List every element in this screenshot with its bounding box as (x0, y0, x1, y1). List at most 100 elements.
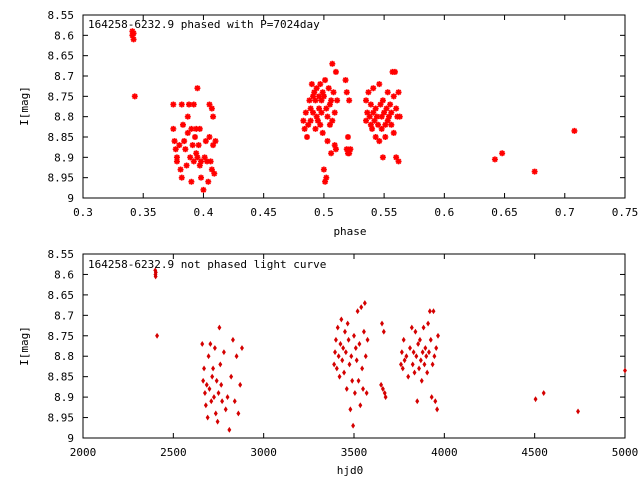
data-point (193, 125, 200, 132)
data-point (206, 134, 213, 140)
data-point (334, 97, 341, 104)
data-point (372, 105, 379, 112)
data-point (204, 158, 211, 165)
x-tick-label: 3000 (250, 446, 277, 459)
data-point (331, 142, 338, 149)
data-point (365, 336, 370, 343)
data-point (422, 361, 427, 368)
x-tick-label: 0.45 (250, 206, 277, 219)
data-point (307, 105, 314, 112)
data-point (210, 113, 217, 120)
data-point (341, 345, 346, 351)
data-point (409, 324, 414, 331)
data-point (208, 166, 215, 173)
data-point (417, 336, 422, 343)
y-tick-label: 8.9 (54, 151, 74, 164)
data-point (419, 377, 424, 384)
data-point (406, 373, 411, 380)
data-point (221, 349, 226, 356)
data-point (218, 361, 223, 368)
data-point (352, 332, 356, 339)
y-tick-label: 8.6 (54, 268, 74, 281)
data-point (225, 394, 230, 401)
data-point (171, 138, 178, 145)
data-point (421, 324, 426, 331)
data-point (187, 154, 194, 161)
data-point (172, 146, 179, 153)
data-point (343, 89, 350, 96)
data-point (379, 97, 386, 104)
data-point (382, 390, 387, 396)
data-point (223, 406, 228, 413)
y-tick-label: 9 (67, 432, 74, 445)
data-point (384, 89, 391, 96)
data-point (208, 341, 213, 347)
data-point (210, 373, 215, 380)
data-point (361, 328, 366, 335)
data-point (323, 105, 330, 112)
data-point (376, 138, 383, 145)
data-point (333, 349, 337, 356)
x-tick-label: 0.4 (194, 206, 214, 219)
y-tick-label: 8.95 (48, 172, 75, 185)
x-tick-label: 0.55 (371, 206, 398, 219)
data-point (190, 158, 197, 165)
data-point (417, 365, 422, 372)
data-point (436, 332, 440, 339)
data-point (388, 109, 395, 116)
data-point (350, 377, 355, 384)
data-point (401, 336, 406, 343)
data-point (326, 121, 333, 128)
data-point (190, 101, 197, 108)
data-point (433, 398, 438, 405)
data-point (399, 361, 403, 368)
data-point (415, 398, 420, 405)
data-point (424, 353, 429, 360)
data-point (332, 68, 339, 75)
phased-light-curve-panel: 164258-6232.9 phased with P=7024day phas… (18, 9, 638, 238)
data-point (427, 349, 431, 356)
data-point (623, 367, 627, 374)
data-point (313, 113, 320, 120)
data-point (201, 377, 206, 384)
data-point (381, 328, 386, 335)
data-point (211, 365, 216, 372)
data-point (380, 385, 385, 392)
x-tick-label: 2000 (70, 446, 97, 459)
data-point (202, 390, 207, 396)
data-point (205, 178, 212, 185)
data-point (234, 353, 239, 360)
data-point (240, 345, 244, 351)
data-point (381, 109, 388, 116)
data-point (385, 113, 392, 120)
data-point (430, 361, 435, 368)
data-point (179, 121, 186, 128)
data-point (318, 109, 325, 116)
data-point (363, 117, 370, 124)
data-point (317, 81, 324, 88)
data-point (431, 308, 436, 315)
data-point (347, 361, 352, 368)
plot-frame (82, 14, 626, 199)
data-point (393, 105, 400, 112)
data-point (184, 129, 191, 136)
data-point (328, 150, 335, 157)
data-point (153, 269, 158, 276)
y-tick-label: 8.75 (48, 90, 75, 103)
data-point (173, 154, 180, 161)
data-point (347, 146, 354, 153)
data-point (173, 158, 180, 165)
data-point (196, 125, 203, 132)
data-point (429, 394, 434, 401)
data-point (541, 390, 546, 396)
data-point (322, 77, 329, 84)
data-point (364, 109, 371, 116)
data-point (533, 396, 538, 403)
data-point (432, 353, 437, 360)
data-point (307, 117, 314, 124)
data-point (202, 365, 207, 372)
data-point (370, 85, 377, 92)
data-point (404, 353, 409, 360)
data-point (323, 174, 330, 181)
data-point (399, 349, 404, 356)
